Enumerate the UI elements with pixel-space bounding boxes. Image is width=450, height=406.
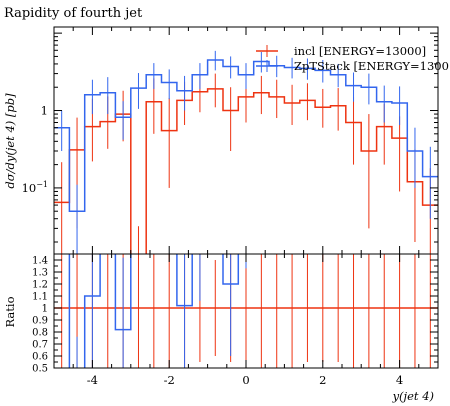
series-1-ratio-line (68, 254, 240, 368)
x-axis-label: y(jet 4) (392, 389, 434, 403)
ratio-y-axis-label: Ratio (3, 296, 17, 327)
legend-label: incl [ENERGY=13000] (294, 44, 426, 58)
ratio-y-tick-label: 1.2 (32, 280, 48, 291)
ratio-y-tick-label: 0.7 (32, 340, 48, 351)
ratio-y-tick-label: 0.8 (32, 328, 48, 339)
y-tick-label: 1 (41, 104, 48, 118)
main-series-group (54, 50, 438, 254)
chart-title: Rapidity of fourth jet (4, 6, 143, 21)
y-axis-label: dσ/dy(jet 4) [pb] (3, 93, 17, 189)
ratio-series-group (54, 254, 438, 368)
ratio-plot-area: -4 -2 0 2 4 0.50.60.70.80.911.11.21.31.4 (32, 253, 439, 387)
legend: incl [ENERGY=13000]ZpTStack [ENERGY=1300 (256, 44, 449, 73)
ratio-y-tick-label: 1.1 (32, 292, 48, 303)
main-plot-area: 1 10−1 (22, 26, 439, 255)
ratio-y-tick-label: 0.6 (32, 352, 48, 363)
ratio-y-tick-label: 0.5 (32, 364, 48, 375)
ratio-y-tick-label: 1.4 (32, 256, 48, 267)
x-tick-label: 2 (319, 373, 326, 387)
ratio-y-tick-label: 0.9 (32, 316, 48, 327)
ratio-y-tick-label: 1 (42, 304, 48, 315)
ratio-y-tick-label: 1.3 (32, 268, 48, 279)
x-tick-label: 4 (396, 373, 403, 387)
y-tick-label: 10−1 (22, 180, 48, 195)
legend-label: ZpTStack [ENERGY=1300 (294, 59, 449, 73)
x-tick-label: -4 (87, 373, 98, 387)
x-tick-label: 0 (242, 373, 249, 387)
x-tick-label: -2 (164, 373, 175, 387)
